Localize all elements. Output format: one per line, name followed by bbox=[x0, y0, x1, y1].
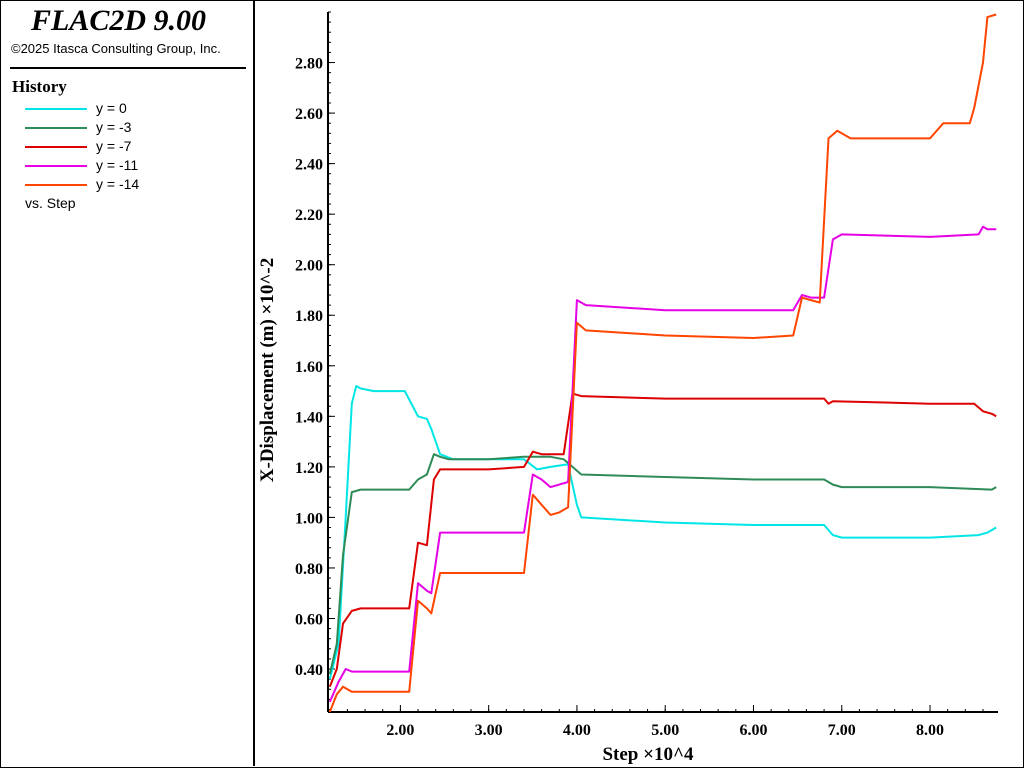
series-line bbox=[328, 392, 997, 688]
y-tick-label: 1.60 bbox=[295, 359, 323, 376]
y-tick-label: 2.20 bbox=[295, 207, 323, 224]
x-tick-label: 4.00 bbox=[563, 722, 591, 739]
series-line bbox=[328, 225, 997, 703]
legend-swatch bbox=[25, 146, 87, 148]
x-tick-label: 7.00 bbox=[828, 722, 856, 739]
y-tick-label: 0.80 bbox=[295, 561, 323, 578]
x-tick-label: 2.00 bbox=[386, 722, 414, 739]
series-line bbox=[328, 453, 997, 675]
legend-label: y = -14 bbox=[96, 176, 140, 192]
x-tick-label: 6.00 bbox=[739, 722, 767, 739]
y-tick-label: 2.40 bbox=[295, 157, 323, 174]
legend-swatch bbox=[25, 184, 87, 186]
y-tick-label: 0.60 bbox=[295, 611, 323, 628]
legend-label: y = -3 bbox=[96, 119, 132, 135]
divider bbox=[10, 67, 246, 69]
x-tick-label: 5.00 bbox=[651, 722, 679, 739]
legend-swatch bbox=[25, 108, 87, 110]
series-line bbox=[328, 385, 997, 680]
x-tick-label: 8.00 bbox=[916, 722, 944, 739]
y-tick-label: 1.40 bbox=[295, 409, 323, 426]
series-line bbox=[328, 13, 997, 713]
y-tick-label: 0.40 bbox=[295, 662, 323, 679]
axis-ticks: 2.00 3.00 4.00 5.00 6.00 7.00 8.00 0.40 0.60 0.80… bbox=[295, 11, 984, 739]
y-tick-label: 2.60 bbox=[295, 106, 323, 123]
y-tick-label: 2.80 bbox=[295, 56, 323, 73]
y-tick-label: 1.20 bbox=[295, 460, 323, 477]
legend-swatch bbox=[25, 127, 87, 129]
history-heading: History bbox=[12, 77, 67, 96]
vs-step-label: vs. Step bbox=[25, 195, 76, 211]
y-tick-label: 1.00 bbox=[295, 510, 323, 527]
y-axis-label: X-Displacement (m) ×10^-2 bbox=[257, 258, 278, 482]
legend-label: y = -11 bbox=[96, 157, 139, 173]
copyright-text: ©2025 Itasca Consulting Group, Inc. bbox=[11, 41, 221, 56]
x-tick-label: 3.00 bbox=[475, 722, 503, 739]
y-tick-label: 1.80 bbox=[295, 308, 323, 325]
legend-swatch bbox=[25, 165, 87, 167]
legend-label: y = -7 bbox=[96, 138, 132, 154]
y-tick-label: 2.00 bbox=[295, 258, 323, 275]
x-axis-label: Step ×10^4 bbox=[602, 744, 694, 765]
legend-label: y = 0 bbox=[96, 100, 127, 116]
legend-panel: FLAC2D 9.00 ©2025 Itasca Consulting Grou… bbox=[1, 1, 255, 766]
series-group bbox=[328, 13, 997, 713]
history-chart: 2.00 3.00 4.00 5.00 6.00 7.00 8.00 0.40 0.60 0.80… bbox=[257, 11, 998, 765]
app-title: FLAC2D 9.00 bbox=[31, 4, 207, 37]
